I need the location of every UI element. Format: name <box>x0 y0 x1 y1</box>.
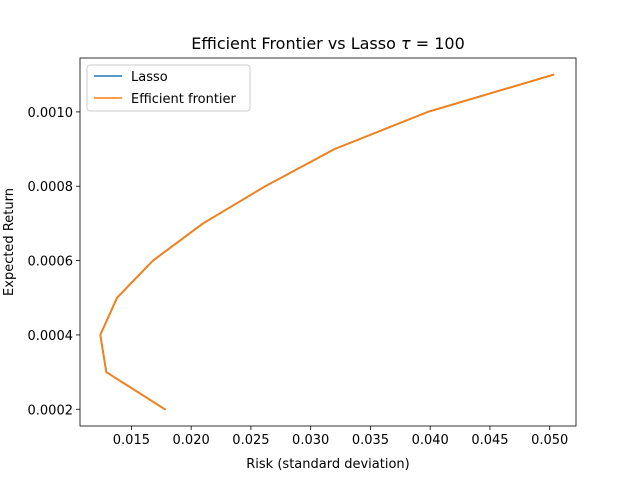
series-layer <box>99 73 555 411</box>
chart-title: Efficient Frontier vs Lasso τ = 100 <box>191 34 465 53</box>
y-tick-label: 0.0010 <box>28 106 74 121</box>
x-axis-ticks: 0.015 0.020 0.025 0.030 0.035 0.040 0.045 0.050 <box>113 426 568 448</box>
y-tick-label: 0.0006 <box>28 255 74 270</box>
x-axis-label: Risk (standard deviation) <box>246 457 409 472</box>
x-tick-label: 0.050 <box>531 433 568 448</box>
y-axis-label: Expected Return <box>2 188 17 296</box>
chart-title-tau: τ <box>401 34 411 53</box>
y-tick-label: 0.0008 <box>28 180 74 195</box>
chart-title-prefix: Efficient Frontier vs Lasso <box>191 34 401 53</box>
x-tick-label: 0.030 <box>292 433 329 448</box>
legend-label-lasso: Lasso <box>131 70 168 85</box>
x-tick-label: 0.015 <box>113 433 150 448</box>
x-tick-label: 0.045 <box>471 433 508 448</box>
chart-title-value: = 100 <box>411 34 465 53</box>
plot-frame <box>79 57 577 427</box>
legend-box <box>86 64 251 112</box>
x-tick-label: 0.025 <box>232 433 269 448</box>
y-tick-label: 0.0002 <box>28 403 74 418</box>
legend-label-efficient-frontier: Efficient frontier <box>131 92 237 107</box>
x-tick-label: 0.020 <box>173 433 210 448</box>
x-tick-label: 0.035 <box>352 433 389 448</box>
x-tick-label: 0.040 <box>412 433 449 448</box>
series-line-efficient-frontier <box>99 73 555 411</box>
y-axis-ticks: 0.0002 0.0004 0.0006 0.0008 0.0010 <box>28 106 80 418</box>
y-tick-label: 0.0004 <box>28 329 74 344</box>
legend: Lasso Efficient frontier <box>86 64 251 112</box>
